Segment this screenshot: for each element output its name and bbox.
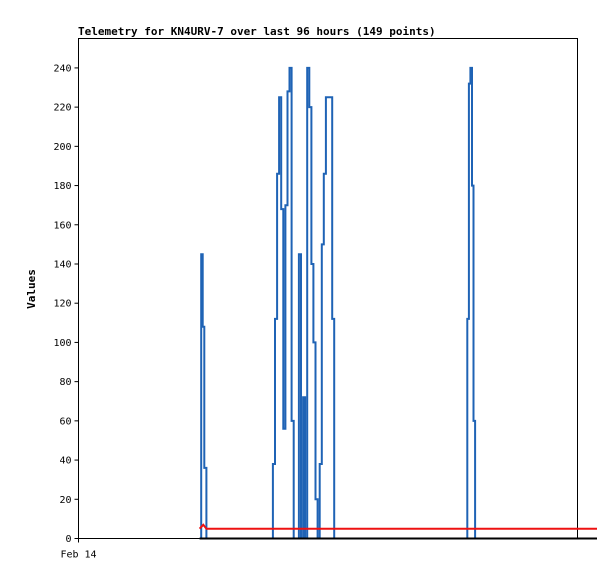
y-tick-label: 180 <box>53 181 71 192</box>
chart-title: Telemetry for KN4URV-7 over last 96 hour… <box>78 25 436 38</box>
y-axis-label: Values <box>25 269 38 309</box>
y-tick-label: 80 <box>59 377 71 388</box>
x-axis: Feb 14 <box>60 538 97 561</box>
y-tick-label: 40 <box>59 456 71 467</box>
y-tick-label: 220 <box>53 103 71 114</box>
y-tick-label: 120 <box>53 299 71 310</box>
y-tick-label: 240 <box>53 63 71 74</box>
y-tick-label: 140 <box>53 259 71 270</box>
y-axis: 0 20 40 60 80 100 120 140 160 180 200 220 240 <box>53 63 79 545</box>
series-layer <box>198 66 597 540</box>
y-tick-label: 60 <box>59 416 71 427</box>
x-tick-label: Feb 14 <box>60 550 96 561</box>
y-tick-label: 20 <box>59 495 71 506</box>
y-tick-label: 160 <box>53 220 71 231</box>
y-tick-label: 0 <box>65 534 71 545</box>
y-tick-label: 100 <box>53 338 71 349</box>
series-line <box>198 523 597 530</box>
plot-frame <box>78 38 578 539</box>
y-tick-label: 200 <box>53 142 71 153</box>
